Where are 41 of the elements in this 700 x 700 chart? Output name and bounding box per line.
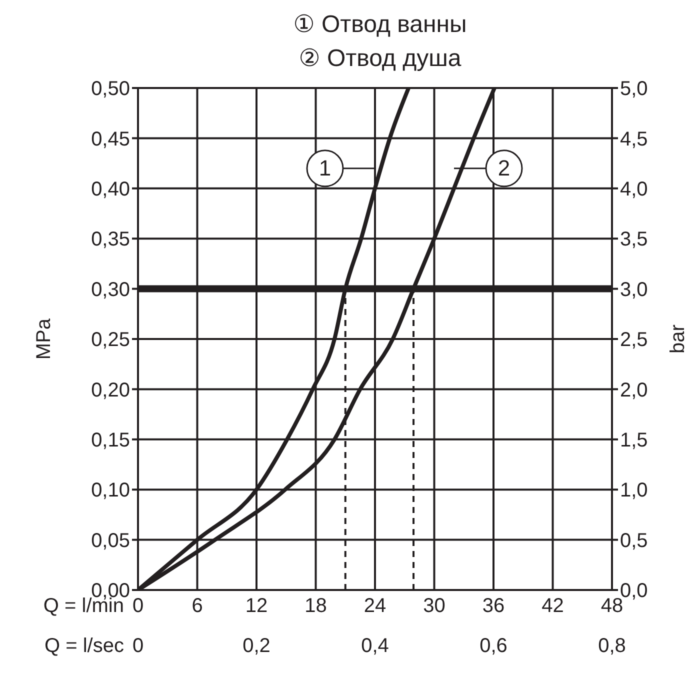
y-tick-label: 0,10 (91, 480, 130, 502)
y2-tick-label: 3,5 (620, 228, 648, 251)
x-tick-label: 30 (423, 595, 446, 618)
y-tick-label: 0,35 (91, 228, 130, 251)
x-tick-label: 42 (542, 595, 564, 618)
x-tick-label: 24 (364, 595, 386, 618)
x2-tick-label: 0,8 (598, 635, 626, 657)
y2-tick-label: 4,0 (620, 178, 648, 200)
y2-tick-label: 2,0 (620, 379, 648, 402)
text: ① Отвод ванны (292, 10, 468, 40)
x2-axis-title: Q = l/sec (44, 635, 124, 657)
y-tick-label: 0,45 (91, 128, 130, 150)
text: ② Отвод душа (298, 44, 462, 74)
y2-axis-title: bar (667, 324, 690, 354)
text: 1 (318, 155, 332, 180)
y-tick-label: 0,25 (91, 329, 130, 352)
x-tick-label: 48 (600, 595, 624, 618)
x2-tick-label: 0,4 (361, 635, 389, 657)
legend-label: 2 (498, 155, 510, 180)
y-tick-label: 0,20 (91, 379, 130, 402)
x-tick-label: 0 (132, 595, 144, 618)
x2-tick-label: 0 (132, 635, 144, 657)
y-tick-label: 0,50 (91, 78, 130, 100)
y2-tick-label: 1,5 (620, 430, 648, 452)
y-axis-title: MPa (33, 318, 56, 360)
y-tick-label: 0,15 (91, 430, 130, 452)
y2-tick-label: 1,0 (620, 480, 648, 502)
y2-tick-label: 5,0 (620, 78, 648, 100)
x-tick-label: 18 (304, 595, 327, 618)
x-tick-label: 12 (245, 595, 268, 618)
x2-tick-label: 0,2 (242, 635, 270, 657)
y2-tick-label: 4,5 (620, 128, 648, 150)
y-tick-label: 0,40 (91, 178, 130, 200)
x2-tick-label: 0,6 (480, 635, 508, 657)
y-tick-label: 0,30 (91, 278, 130, 301)
y2-tick-label: 2,5 (620, 329, 648, 352)
x-tick-label: 6 (192, 595, 203, 618)
y2-tick-label: 3,0 (620, 278, 648, 301)
y-tick-label: 0,05 (91, 530, 130, 552)
x-tick-label: 36 (482, 595, 505, 618)
y2-tick-label: 0,5 (620, 530, 648, 552)
